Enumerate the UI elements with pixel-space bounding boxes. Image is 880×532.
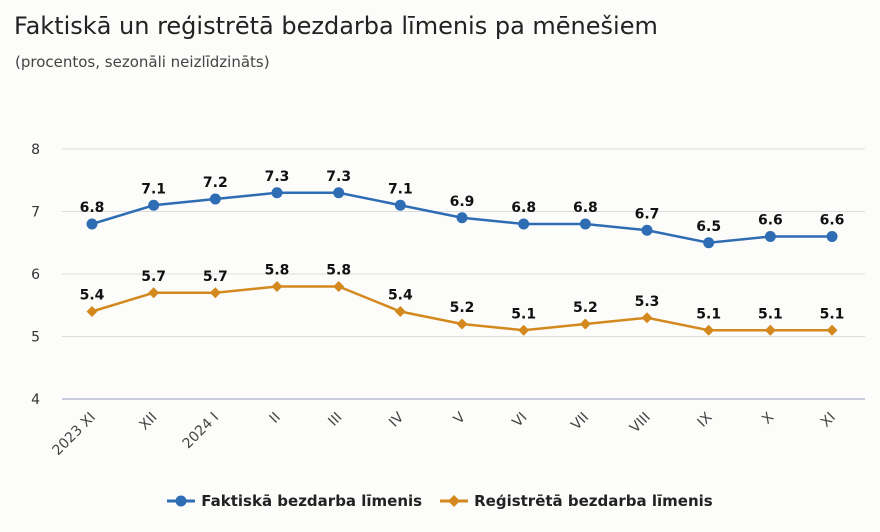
data-point <box>764 231 776 242</box>
x-tick-label: II <box>267 410 284 427</box>
data-point <box>703 237 715 249</box>
chart-subtitle: (procentos, sezonāli neizlīdzināts) <box>15 53 270 71</box>
data-point <box>148 287 160 299</box>
data-point <box>456 318 468 330</box>
y-tick-label: 8 <box>31 142 40 158</box>
data-label: 5.1 <box>511 306 536 322</box>
x-tick-label: 2023 XI <box>49 410 98 459</box>
data-point <box>518 324 530 336</box>
data-point <box>271 187 283 199</box>
data-point <box>271 281 283 292</box>
y-tick-label: 5 <box>31 330 40 346</box>
y-tick-label: 6 <box>31 267 40 283</box>
data-point <box>209 193 221 205</box>
data-label: 6.8 <box>80 200 105 216</box>
data-label: 5.8 <box>326 263 351 279</box>
data-label: 5.7 <box>203 269 228 285</box>
data-point <box>703 324 715 336</box>
data-label: 5.3 <box>635 294 660 310</box>
data-label: 5.1 <box>758 306 783 322</box>
data-point <box>579 318 591 330</box>
data-label: 5.2 <box>573 300 598 316</box>
y-tick-label: 4 <box>31 392 40 408</box>
data-point <box>86 306 98 317</box>
data-point <box>518 218 530 230</box>
data-point <box>333 187 345 199</box>
x-tick-label: V <box>451 409 469 427</box>
y-tick-label: 7 <box>31 205 40 221</box>
data-point <box>209 287 221 299</box>
x-tick-label: X <box>759 409 777 427</box>
data-label: 5.4 <box>80 288 105 304</box>
data-label: 6.5 <box>696 219 721 235</box>
data-label: 7.1 <box>141 181 166 197</box>
data-label: 6.8 <box>511 200 536 216</box>
data-point <box>641 312 653 324</box>
data-label: 5.1 <box>820 306 845 322</box>
data-label: 5.2 <box>450 300 475 316</box>
data-label: 7.3 <box>326 169 351 185</box>
data-point <box>764 324 776 336</box>
data-label: 6.9 <box>450 194 475 210</box>
legend-item-faktiska[interactable]: Faktiskā bezdarba līmenis <box>167 492 422 510</box>
x-tick-label: XII <box>137 410 161 434</box>
x-tick-label: VIII <box>627 410 654 437</box>
data-label: 7.1 <box>388 181 413 197</box>
data-label: 7.2 <box>203 175 228 191</box>
diamond-marker-icon <box>440 495 469 507</box>
legend: Faktiskā bezdarba līmenis Reģistrētā bez… <box>0 492 880 510</box>
data-label: 5.8 <box>265 263 290 279</box>
data-label: 6.6 <box>820 213 845 229</box>
data-point <box>333 281 345 292</box>
x-tick-label: VII <box>568 410 592 434</box>
data-point <box>394 199 406 211</box>
data-label: 5.7 <box>141 269 166 285</box>
data-label: 6.7 <box>635 206 660 222</box>
data-point <box>148 199 160 211</box>
data-label: 6.8 <box>573 200 598 216</box>
x-tick-label: VI <box>510 410 531 431</box>
data-point <box>86 218 98 230</box>
data-point <box>826 231 838 242</box>
data-point <box>641 224 653 236</box>
x-tick-label: XI <box>818 410 839 431</box>
data-point <box>456 212 468 224</box>
chart-title: Faktiskā un reģistrētā bezdarba līmenis … <box>14 12 658 40</box>
data-point <box>826 324 838 336</box>
x-tick-label: 2024 I <box>180 410 223 453</box>
x-tick-label: IX <box>695 409 716 430</box>
data-label: 5.1 <box>696 306 721 322</box>
data-label: 7.3 <box>265 169 290 185</box>
legend-item-registreta[interactable]: Reģistrētā bezdarba līmenis <box>440 492 713 510</box>
legend-label: Faktiskā bezdarba līmenis <box>201 492 423 510</box>
x-tick-label: III <box>325 410 345 430</box>
legend-label: Reģistrētā bezdarba līmenis <box>474 492 713 510</box>
x-tick-label: IV <box>386 409 407 430</box>
data-label: 5.4 <box>388 288 413 304</box>
circle-marker-icon <box>167 495 196 507</box>
data-label: 6.6 <box>758 213 783 229</box>
data-point <box>394 306 406 317</box>
data-point <box>579 218 591 230</box>
